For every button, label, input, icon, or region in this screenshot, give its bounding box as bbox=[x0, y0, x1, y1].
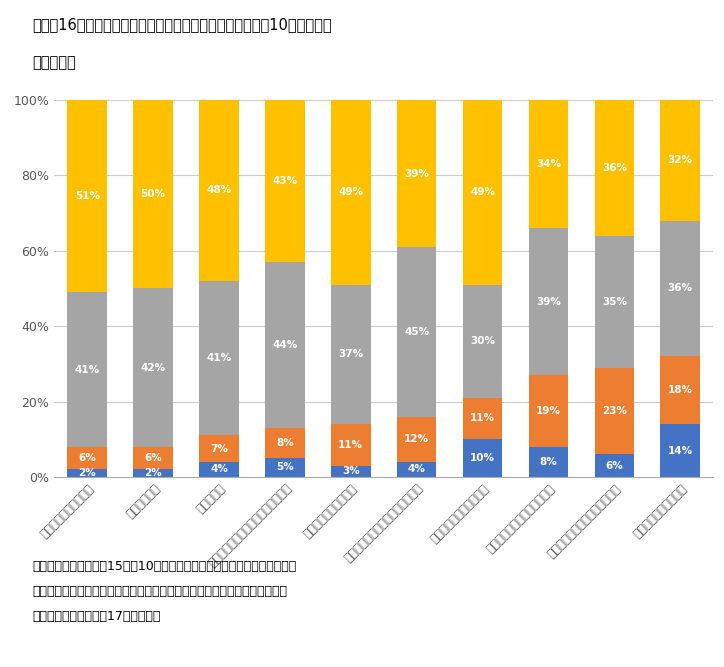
Bar bbox=[199, 436, 239, 462]
Bar bbox=[67, 292, 107, 447]
Bar bbox=[331, 100, 371, 285]
Text: 49%: 49% bbox=[338, 187, 363, 197]
Bar bbox=[660, 424, 700, 477]
Text: 5%: 5% bbox=[276, 462, 294, 472]
Text: 11%: 11% bbox=[338, 440, 363, 450]
Bar bbox=[199, 100, 239, 281]
Bar bbox=[133, 288, 173, 447]
Bar bbox=[67, 447, 107, 470]
Text: ［注］　　【図表６〜15】の10項目をまとめて示したもの。「イメージは: ［注］ 【図表６〜15】の10項目をまとめて示したもの。「イメージは bbox=[33, 560, 297, 572]
Bar bbox=[397, 417, 437, 462]
Bar bbox=[265, 428, 305, 458]
Bar bbox=[397, 100, 437, 247]
Bar bbox=[463, 100, 502, 285]
Bar bbox=[463, 285, 502, 398]
Bar bbox=[67, 470, 107, 477]
Text: 6%: 6% bbox=[78, 453, 96, 463]
Text: 41%: 41% bbox=[206, 354, 232, 364]
Text: 30%: 30% bbox=[470, 336, 495, 346]
Bar bbox=[594, 235, 634, 368]
Bar bbox=[660, 356, 700, 424]
Bar bbox=[594, 100, 634, 235]
Text: 48%: 48% bbox=[206, 185, 232, 195]
Text: 14%: 14% bbox=[668, 446, 693, 456]
Bar bbox=[529, 447, 568, 477]
Bar bbox=[529, 375, 568, 447]
Text: 37%: 37% bbox=[338, 350, 363, 360]
Bar bbox=[67, 100, 107, 292]
Bar bbox=[463, 398, 502, 440]
Bar bbox=[660, 221, 700, 356]
Bar bbox=[529, 100, 568, 228]
Text: 6%: 6% bbox=[144, 453, 162, 463]
Text: 4%: 4% bbox=[210, 464, 228, 474]
Bar bbox=[463, 440, 502, 477]
Text: 36%: 36% bbox=[668, 283, 693, 293]
Bar bbox=[265, 458, 305, 477]
Text: 43%: 43% bbox=[272, 176, 298, 186]
Bar bbox=[594, 454, 634, 477]
Text: 2%: 2% bbox=[144, 468, 162, 478]
Text: 32%: 32% bbox=[668, 155, 693, 165]
Bar bbox=[397, 462, 437, 477]
Text: 18%: 18% bbox=[668, 386, 693, 396]
Bar bbox=[331, 424, 371, 466]
Text: 35%: 35% bbox=[602, 297, 627, 307]
Text: 4%: 4% bbox=[408, 464, 426, 474]
Text: 50%: 50% bbox=[140, 189, 166, 199]
Text: 8%: 8% bbox=[539, 457, 557, 467]
Bar bbox=[199, 462, 239, 477]
Text: 10%: 10% bbox=[470, 453, 495, 463]
Bar bbox=[529, 228, 568, 375]
Bar bbox=[133, 470, 173, 477]
Text: 2%: 2% bbox=[78, 468, 96, 478]
Text: 51%: 51% bbox=[75, 191, 100, 201]
Text: 34%: 34% bbox=[536, 159, 561, 169]
Text: ［図表16］入社予定の会社に対して持っているイメージ：10項目横断比: ［図表16］入社予定の会社に対して持っているイメージ：10項目横断比 bbox=[33, 17, 332, 31]
Text: 8%: 8% bbox=[276, 438, 294, 448]
Text: 較（文系）: 較（文系） bbox=[33, 55, 76, 70]
Bar bbox=[594, 368, 634, 454]
Text: 45%: 45% bbox=[404, 327, 429, 337]
Bar bbox=[397, 247, 437, 417]
Bar bbox=[265, 100, 305, 262]
Text: 41%: 41% bbox=[75, 364, 100, 374]
Text: ない」は「イメージは全くない」と「イメージはあまりない」の合: ない」は「イメージは全くない」と「イメージはあまりない」の合 bbox=[33, 585, 287, 598]
Text: 6%: 6% bbox=[605, 461, 623, 471]
Text: 23%: 23% bbox=[602, 406, 627, 416]
Text: 3%: 3% bbox=[342, 466, 360, 476]
Text: 44%: 44% bbox=[272, 340, 298, 350]
Bar bbox=[133, 447, 173, 470]
Text: 11%: 11% bbox=[470, 414, 495, 424]
Text: 39%: 39% bbox=[536, 297, 561, 307]
Text: 42%: 42% bbox=[140, 363, 166, 373]
Bar bbox=[331, 466, 371, 477]
Bar bbox=[331, 285, 371, 424]
Text: 19%: 19% bbox=[536, 406, 561, 416]
Text: 36%: 36% bbox=[602, 163, 627, 173]
Text: 12%: 12% bbox=[404, 434, 429, 444]
Text: 49%: 49% bbox=[470, 187, 495, 197]
Bar bbox=[265, 262, 305, 428]
Text: 39%: 39% bbox=[404, 169, 429, 179]
Text: 計値（【図表17】も同じ）: 計値（【図表17】も同じ） bbox=[33, 610, 161, 623]
Text: 7%: 7% bbox=[210, 444, 228, 454]
Bar bbox=[199, 281, 239, 436]
Bar bbox=[133, 100, 173, 289]
Bar bbox=[660, 100, 700, 221]
